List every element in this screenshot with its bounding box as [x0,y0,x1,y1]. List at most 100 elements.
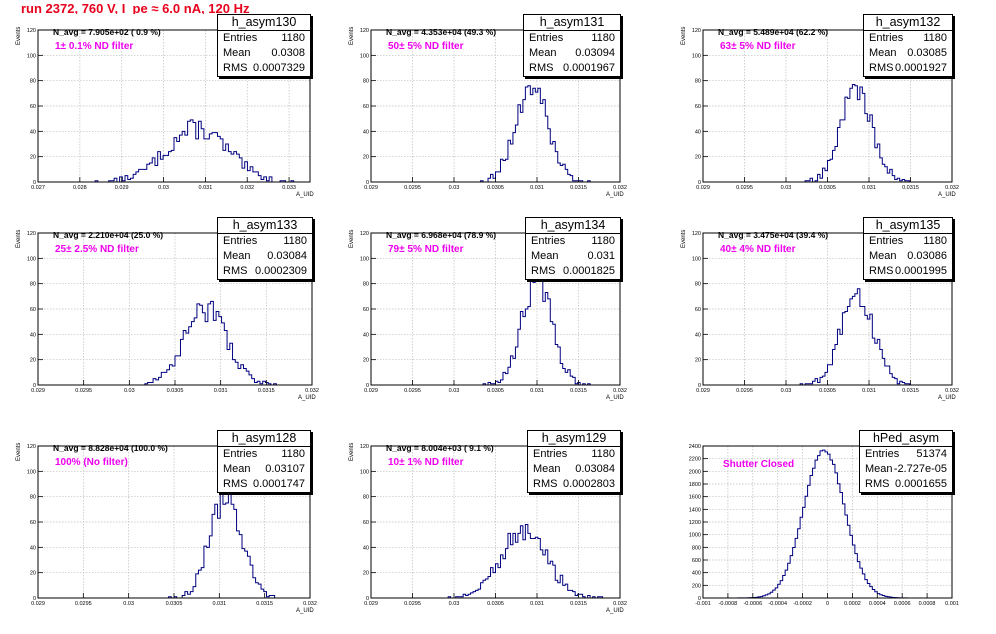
x-axis-title: A_UID [606,192,624,198]
x-tick-label: 0.029 [364,185,378,191]
x-tick-label: -0.0008 [719,601,738,607]
stats-key: RMS [529,62,554,74]
stats-value: 0.03084 [575,463,615,475]
y-tick-label: 100 [692,256,701,262]
y-tick-label: 120 [360,231,369,237]
stats-value: 51374 [916,448,947,460]
stats-row-rms: RMS 0.0002803 [528,477,620,492]
x-tick-label: 0.0008 [919,601,936,607]
x-tick-label: 0.032 [303,601,317,607]
run-title: run 2372, 760 V, I_pe ≈ 6.0 nA, 120 Hz [21,1,250,16]
stats-hist-name: h_asym129 [528,431,620,447]
stats-key: Mean [869,47,897,59]
filter-label: 10± 1% ND filter [388,457,464,468]
x-axis-title: A_UID [606,395,624,401]
stats-row-rms: RMS 0.0002309 [218,264,312,279]
x-tick-label: 0.03 [449,388,460,394]
x-tick-label: 0.032 [613,185,627,191]
stats-hist-name: h_asym131 [524,15,620,31]
x-tick-label: 0.032 [945,185,959,191]
plot-svg-hPed_asym: 0 200 400 600 800 1000 1200 1400 1600 1800 2000 220… [689,444,959,607]
stats-row-entries: Entries 1180 [864,234,952,249]
plot-svg-h_asym130: 0 20 40 60 80 100 120 0.027 0.028 0.029 0.03 0.031 0… [27,28,311,191]
stats-key: RMS [223,62,248,74]
stats-row-rms: RMS 0.0001967 [524,61,620,76]
x-tick-label: 0.03 [449,185,460,191]
x-tick-label: 0.027 [31,185,45,191]
histogram-pad-hPed_asym: 0 200 400 600 800 1000 1200 1400 1600 1800 2000 220… [664,428,996,634]
stats-row-mean: Mean 0.03084 [218,249,312,264]
x-tick-label: 0.0315 [258,388,275,394]
stats-value: 0.0001927 [895,62,947,74]
y-axis-title: Events [349,229,355,248]
y-tick-label: 80 [363,495,369,501]
y-tick-label: 40 [363,129,369,135]
x-tick-label: 0.031 [530,185,544,191]
y-tick-label: 120 [360,28,369,34]
navg-annotation: N_avg = 7.905e+02 ( 0.9 %) [53,27,161,37]
x-tick-label: 0.0315 [902,185,919,191]
x-axis-title: A_UID [938,395,956,401]
y-tick-label: 2000 [689,469,701,475]
stats-key: RMS [223,478,248,490]
x-axis-title: A_UID [296,608,314,614]
stats-key: Mean [223,47,251,59]
y-tick-label: 100 [27,469,36,475]
y-tick-label: 100 [360,469,369,475]
filter-label: 40± 4% ND filter [720,244,796,255]
stats-value: 0.0001967 [563,62,615,74]
histogram-pad-h_asym133: 0 20 40 60 80 100 120 0.029 0.0295 0.03 0.0305 0.03… [0,217,332,428]
y-tick-label: 20 [30,155,36,161]
stats-key: Mean [529,47,557,59]
x-tick-label: 0.031 [530,601,544,607]
y-tick-label: 20 [363,358,369,364]
x-axis-title: A_UID [938,192,956,198]
stats-hist-name: h_asym128 [218,431,310,447]
x-tick-label: 0.03 [449,601,460,607]
x-tick-label: 0.03 [781,185,792,191]
stats-key: RMS [869,62,894,74]
y-tick-label: 20 [363,155,369,161]
y-tick-label: 1400 [689,507,701,513]
x-tick-label: -0.0006 [743,601,762,607]
x-tick-label: 0.029 [364,601,378,607]
stats-row-entries: Entries 1180 [524,31,620,46]
y-tick-label: 60 [30,104,36,110]
x-tick-label: 0.032 [305,388,319,394]
y-tick-label: 400 [692,571,701,577]
x-tick-label: 0.0295 [736,185,753,191]
y-tick-label: 100 [360,256,369,262]
stats-key: Entries [529,32,564,44]
y-tick-label: 0 [366,596,369,602]
stats-value: 1180 [923,235,947,247]
stats-key: RMS [865,478,890,490]
filter-label: 79± 5% ND filter [388,244,464,255]
y-tick-label: 80 [363,79,369,85]
stats-row-mean: Mean 0.03094 [524,46,620,61]
stats-key: RMS [531,265,556,277]
plot-svg-h_asym131: 0 20 40 60 80 100 120 0.029 0.0295 0.03 0.0305 0.03… [360,28,627,191]
y-tick-label: 40 [30,129,36,135]
y-tick-label: 120 [27,444,36,450]
stats-key: Entries [869,235,904,247]
x-tick-label: 0.0305 [487,388,504,394]
y-tick-label: 0 [698,596,701,602]
x-tick-label: 0.029 [31,601,45,607]
x-tick-label: 0.0295 [75,388,92,394]
x-tick-label: 0.0295 [404,185,421,191]
y-tick-label: 2400 [689,444,701,450]
stats-key: Entries [533,448,568,460]
stats-row-entries: Entries 1180 [218,234,312,249]
x-tick-label: 0.0305 [487,185,504,191]
y-tick-label: 0 [33,180,36,186]
y-tick-label: 20 [363,571,369,577]
y-tick-label: 120 [27,28,36,34]
stats-row-entries: Entries 1180 [864,31,952,46]
x-tick-label: 0.032 [945,388,959,394]
stats-value: 0.0001747 [253,478,305,490]
x-axis-title: A_UID [298,395,316,401]
stats-value: 1180 [281,448,305,460]
y-tick-label: 80 [30,282,36,288]
stats-value: 1180 [283,235,307,247]
y-tick-label: 60 [695,307,701,313]
